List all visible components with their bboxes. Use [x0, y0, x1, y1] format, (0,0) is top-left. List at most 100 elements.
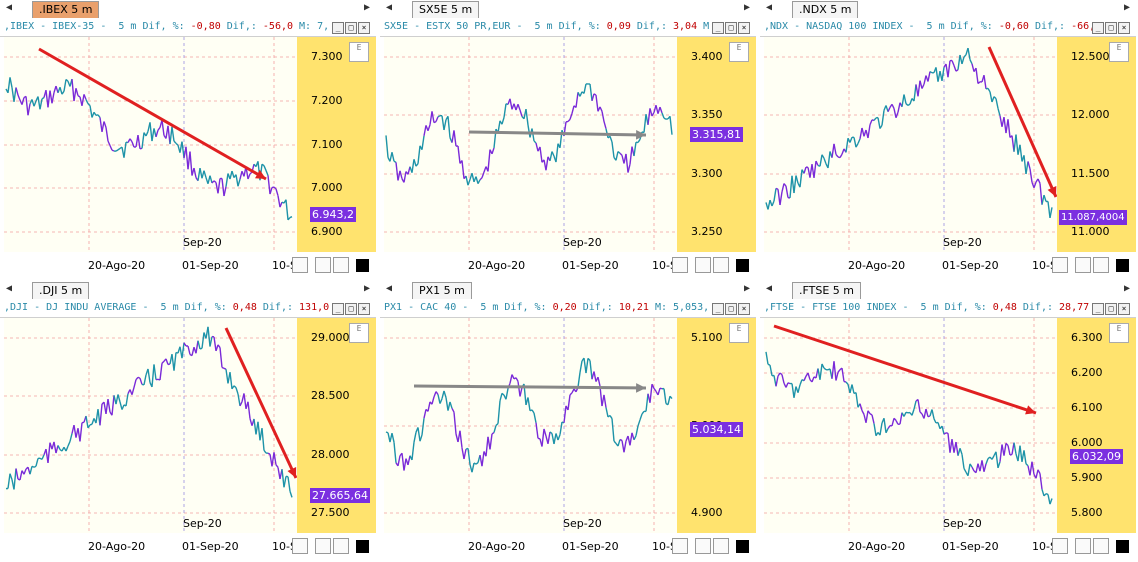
pin-icon[interactable]	[1093, 257, 1109, 273]
price-segment	[393, 442, 397, 463]
price-segment	[961, 454, 965, 469]
color-square-icon[interactable]	[736, 259, 749, 272]
maximize-icon[interactable]: □	[725, 22, 737, 34]
price-segment	[461, 160, 465, 179]
expand-icon[interactable]: E	[349, 323, 369, 343]
price-segment	[563, 405, 567, 423]
minimize-icon[interactable]: _	[1092, 22, 1104, 34]
color-square-icon[interactable]	[1116, 259, 1129, 272]
price-segment	[223, 186, 227, 197]
plot-area[interactable]	[384, 37, 677, 252]
close-icon[interactable]: ×	[1118, 303, 1130, 315]
color-square-icon[interactable]	[1116, 540, 1129, 553]
price-segment	[473, 462, 477, 465]
expand-icon[interactable]: E	[1109, 42, 1129, 62]
expand-icon[interactable]: E	[349, 42, 369, 62]
minimize-icon[interactable]: _	[712, 303, 724, 315]
color-square-icon[interactable]	[356, 540, 369, 553]
pin-icon[interactable]	[713, 257, 729, 273]
trend-arrow	[38, 47, 267, 181]
price-axis[interactable]: E 6.300 6.200 6.100 6.000 5.900 5.800 6.032,09	[1057, 318, 1136, 533]
close-icon[interactable]: ×	[1118, 22, 1130, 34]
zoom-icon[interactable]	[292, 257, 308, 273]
triangle-right-icon[interactable]: ▶	[363, 2, 370, 13]
zoom-icon[interactable]	[672, 538, 688, 554]
price-segment	[65, 445, 69, 452]
chart-tab[interactable]: .IBEX 5 m	[32, 1, 100, 18]
maximize-icon[interactable]: □	[1105, 303, 1117, 315]
zoom-icon[interactable]	[1052, 538, 1068, 554]
price-segment	[855, 143, 859, 148]
zoom-icon[interactable]	[672, 257, 688, 273]
x-tick-label: 01-Sep-20	[562, 540, 619, 553]
minimize-icon[interactable]: _	[712, 22, 724, 34]
minimize-icon[interactable]: _	[332, 22, 344, 34]
close-icon[interactable]: ×	[358, 22, 370, 34]
plot-area[interactable]	[4, 37, 297, 252]
save-icon[interactable]	[1075, 257, 1091, 273]
price-axis[interactable]: E 3.400 3.350 3.300 3.250 3.315,81	[677, 37, 756, 252]
pin-icon[interactable]	[333, 257, 349, 273]
y-tick-label: 3.350	[691, 108, 723, 121]
minimize-icon[interactable]: _	[1092, 303, 1104, 315]
triangle-left-icon[interactable]: ◀	[386, 2, 393, 13]
price-segment	[277, 467, 281, 480]
expand-icon[interactable]: E	[729, 323, 749, 343]
triangle-right-icon[interactable]: ▶	[743, 283, 750, 294]
chart-tab[interactable]: .FTSE 5 m	[792, 282, 861, 299]
save-icon[interactable]	[695, 257, 711, 273]
price-segment	[909, 98, 913, 105]
plot-area[interactable]	[764, 37, 1058, 252]
price-segment	[161, 360, 165, 364]
price-axis[interactable]: E 29.000 28.500 28.000 27.500 27.665,64	[297, 318, 376, 533]
chart-tab[interactable]: .DJI 5 m	[32, 282, 90, 299]
plot-area[interactable]	[764, 318, 1057, 533]
pin-icon[interactable]	[1093, 538, 1109, 554]
expand-icon[interactable]: E	[729, 42, 749, 62]
triangle-right-icon[interactable]: ▶	[1123, 283, 1130, 294]
save-icon[interactable]	[695, 538, 711, 554]
triangle-left-icon[interactable]: ◀	[6, 283, 13, 294]
zoom-icon[interactable]	[1052, 257, 1068, 273]
save-icon[interactable]	[315, 257, 331, 273]
chart-tab[interactable]: PX1 5 m	[412, 282, 472, 299]
pin-icon[interactable]	[333, 538, 349, 554]
expand-icon[interactable]: E	[1109, 323, 1129, 343]
triangle-right-icon[interactable]: ▶	[363, 283, 370, 294]
x-tick-label: 20-Ago-20	[468, 540, 526, 553]
close-icon[interactable]: ×	[738, 22, 750, 34]
plot-area[interactable]	[4, 318, 298, 533]
maximize-icon[interactable]: □	[725, 303, 737, 315]
price-segment	[895, 111, 899, 119]
price-axis[interactable]: E 12.500 12.000 11.500 11.000 11.087,4004	[1057, 37, 1136, 252]
zoom-icon[interactable]	[292, 538, 308, 554]
chart-tab[interactable]: .NDX 5 m	[792, 1, 859, 18]
triangle-left-icon[interactable]: ◀	[386, 283, 393, 294]
chart-tab[interactable]: SX5E 5 m	[412, 1, 480, 18]
triangle-right-icon[interactable]: ▶	[1123, 2, 1130, 13]
maximize-icon[interactable]: □	[345, 303, 357, 315]
save-icon[interactable]	[315, 538, 331, 554]
plot-area[interactable]	[384, 318, 677, 533]
triangle-left-icon[interactable]: ◀	[766, 283, 773, 294]
triangle-right-icon[interactable]: ▶	[743, 2, 750, 13]
close-icon[interactable]: ×	[358, 303, 370, 315]
minimize-icon[interactable]: _	[332, 303, 344, 315]
triangle-left-icon[interactable]: ◀	[6, 2, 13, 13]
pin-icon[interactable]	[713, 538, 729, 554]
trend-arrow	[773, 324, 1037, 415]
price-segment	[669, 116, 673, 135]
triangle-left-icon[interactable]: ◀	[766, 2, 773, 13]
close-icon[interactable]: ×	[738, 303, 750, 315]
color-square-icon[interactable]	[356, 259, 369, 272]
color-square-icon[interactable]	[736, 540, 749, 553]
price-segment	[57, 445, 61, 450]
price-axis[interactable]: E 7.300 7.200 7.100 7.000 6.900 6.943,2	[297, 37, 376, 252]
save-icon[interactable]	[1075, 538, 1091, 554]
maximize-icon[interactable]: □	[345, 22, 357, 34]
price-segment	[865, 410, 869, 423]
price-segment	[803, 166, 807, 174]
maximize-icon[interactable]: □	[1105, 22, 1117, 34]
price-segment	[287, 217, 291, 221]
